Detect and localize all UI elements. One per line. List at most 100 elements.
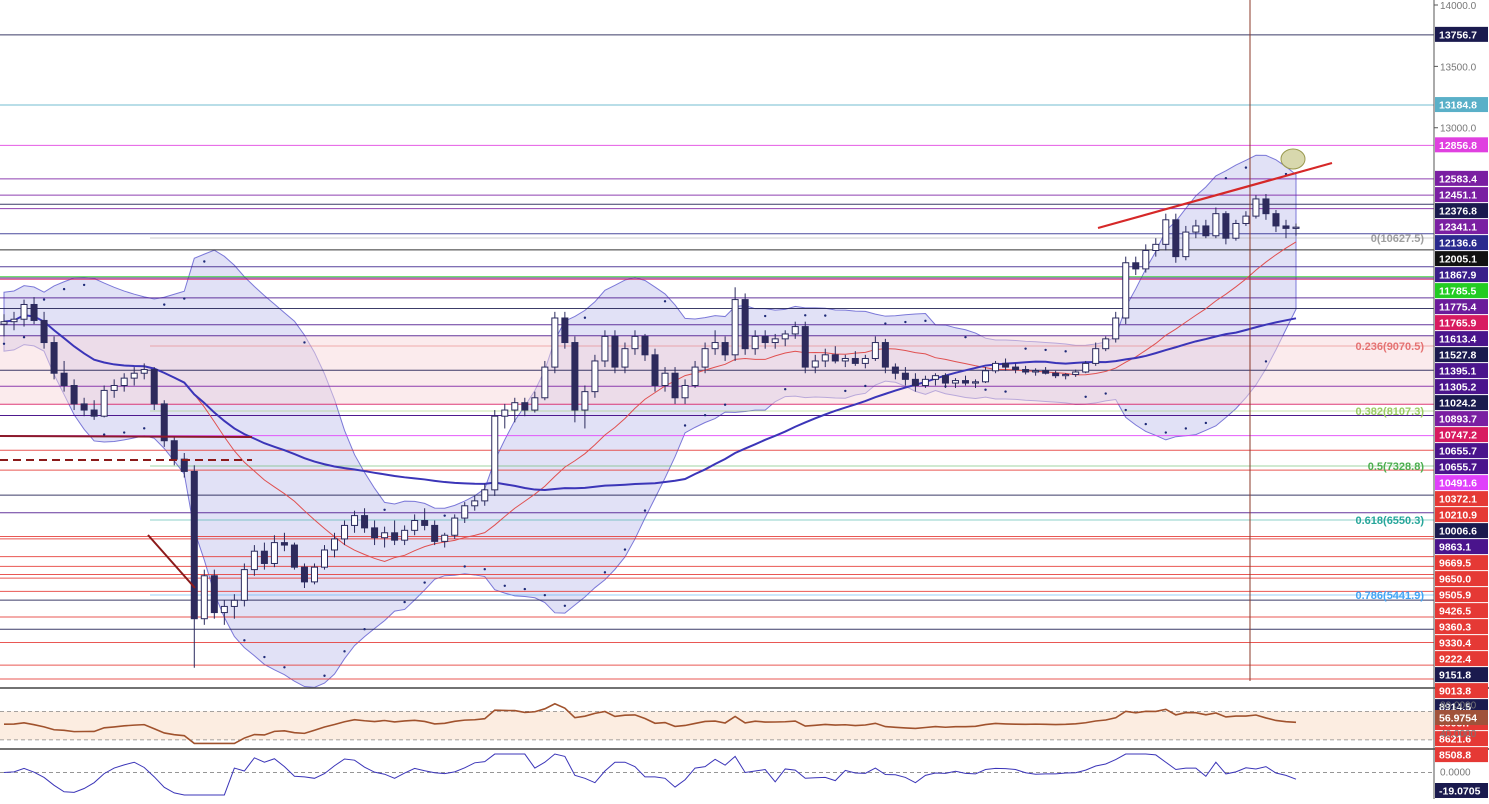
level-label-box [1435,347,1488,363]
level-label-box [1435,283,1488,299]
candle-body [371,527,379,539]
candle-body [521,402,529,411]
candle-body [461,505,469,519]
candle-body [1142,249,1150,270]
level-label: 9863.1 [1439,542,1471,554]
highlight-circle [1280,148,1306,170]
candle-body [431,524,439,542]
candle-body [921,378,929,386]
candle-body [961,380,969,384]
candle-body [381,532,389,539]
level-label-box [1435,331,1488,347]
candle-body [250,550,258,571]
candle-body [90,409,98,417]
candle-body [751,335,759,350]
candle-body [861,357,869,364]
candle-body [601,335,609,362]
candle-body [361,515,369,529]
candle-body [220,605,228,614]
sar-dot [543,593,547,597]
sar-dot [363,628,366,631]
price-axis: 14000.0 13500.0 13000.0 13756.7 13184.8 12856… [1433,0,1488,799]
candle-body [200,575,208,620]
moving-average-fast [3,241,1297,563]
osc-value-box [1435,783,1488,798]
candle-body [671,372,679,399]
level-label-box [1435,363,1488,379]
sar-dot [663,300,667,303]
sar-dot [263,655,266,659]
level-label-box [1435,267,1488,283]
sar-dot [503,584,506,587]
sar-dot [864,384,867,388]
candle-body [70,384,78,405]
sar-dot [22,336,26,339]
candle-body [160,403,168,442]
sar-dot [523,587,527,591]
level-label: 9426.5 [1439,606,1471,618]
candle-body [80,403,88,411]
candle-body [721,342,729,356]
sar-dot [984,388,987,391]
candle-body [411,520,419,531]
sar-dot [102,433,106,436]
sar-dot [884,322,887,325]
candle-body [1122,262,1130,319]
candle-body [100,389,108,417]
candle-body [871,342,879,359]
candles-layer [0,194,1300,668]
level-label-box [1435,571,1488,587]
sar-dot [1024,347,1027,350]
candle-body [280,542,288,546]
trendline [1097,161,1333,230]
level-label: 11527.8 [1439,350,1477,362]
rsi-value-box [1435,710,1488,725]
candle-body [421,520,429,526]
candle-body [20,303,28,320]
level-label-box [1435,315,1488,331]
trendline [0,435,253,438]
level-label: 11765.9 [1439,318,1477,330]
sar-dot [122,431,126,434]
sar-dot [904,320,907,324]
candle-body [691,366,699,386]
sar-dot [383,508,386,511]
candle-body [140,369,148,374]
level-label: 10006.6 [1439,526,1477,538]
level-label-box [1435,619,1488,635]
candle-body [40,319,48,344]
candle-body [481,489,489,502]
candle-body [561,317,569,344]
candle-body [320,549,329,568]
sar-dot [283,666,286,669]
sar-dot [1004,390,1007,393]
level-label: 10372.1 [1439,494,1477,506]
candle-body [621,348,629,368]
sar-dot [423,581,426,584]
sar-dot [203,260,206,263]
rsi-line [3,702,1297,745]
candle-body [941,375,949,384]
sar-dot [1084,395,1087,398]
candle-body [891,366,899,374]
candle-body [1272,213,1280,227]
candle-body [491,415,499,491]
level-label: 11024.2 [1439,398,1477,410]
level-label: 13184.8 [1439,100,1477,112]
level-label-box [1435,411,1488,427]
sar-dot [183,297,186,300]
level-label-box [1435,523,1488,539]
candle-body [451,517,459,536]
oscillator-line [3,753,1297,796]
fib-label: 0.236(9070.5) [1356,341,1425,353]
level-label-box [1435,635,1488,651]
candle-body [1032,370,1040,373]
candle-body [441,534,449,542]
level-label-box [1435,667,1488,683]
level-label-box [1435,587,1488,603]
level-label: 12136.6 [1439,238,1477,250]
candle-body [911,378,919,386]
level-label: 11395.1 [1439,366,1477,378]
sar-dot [1144,422,1147,426]
